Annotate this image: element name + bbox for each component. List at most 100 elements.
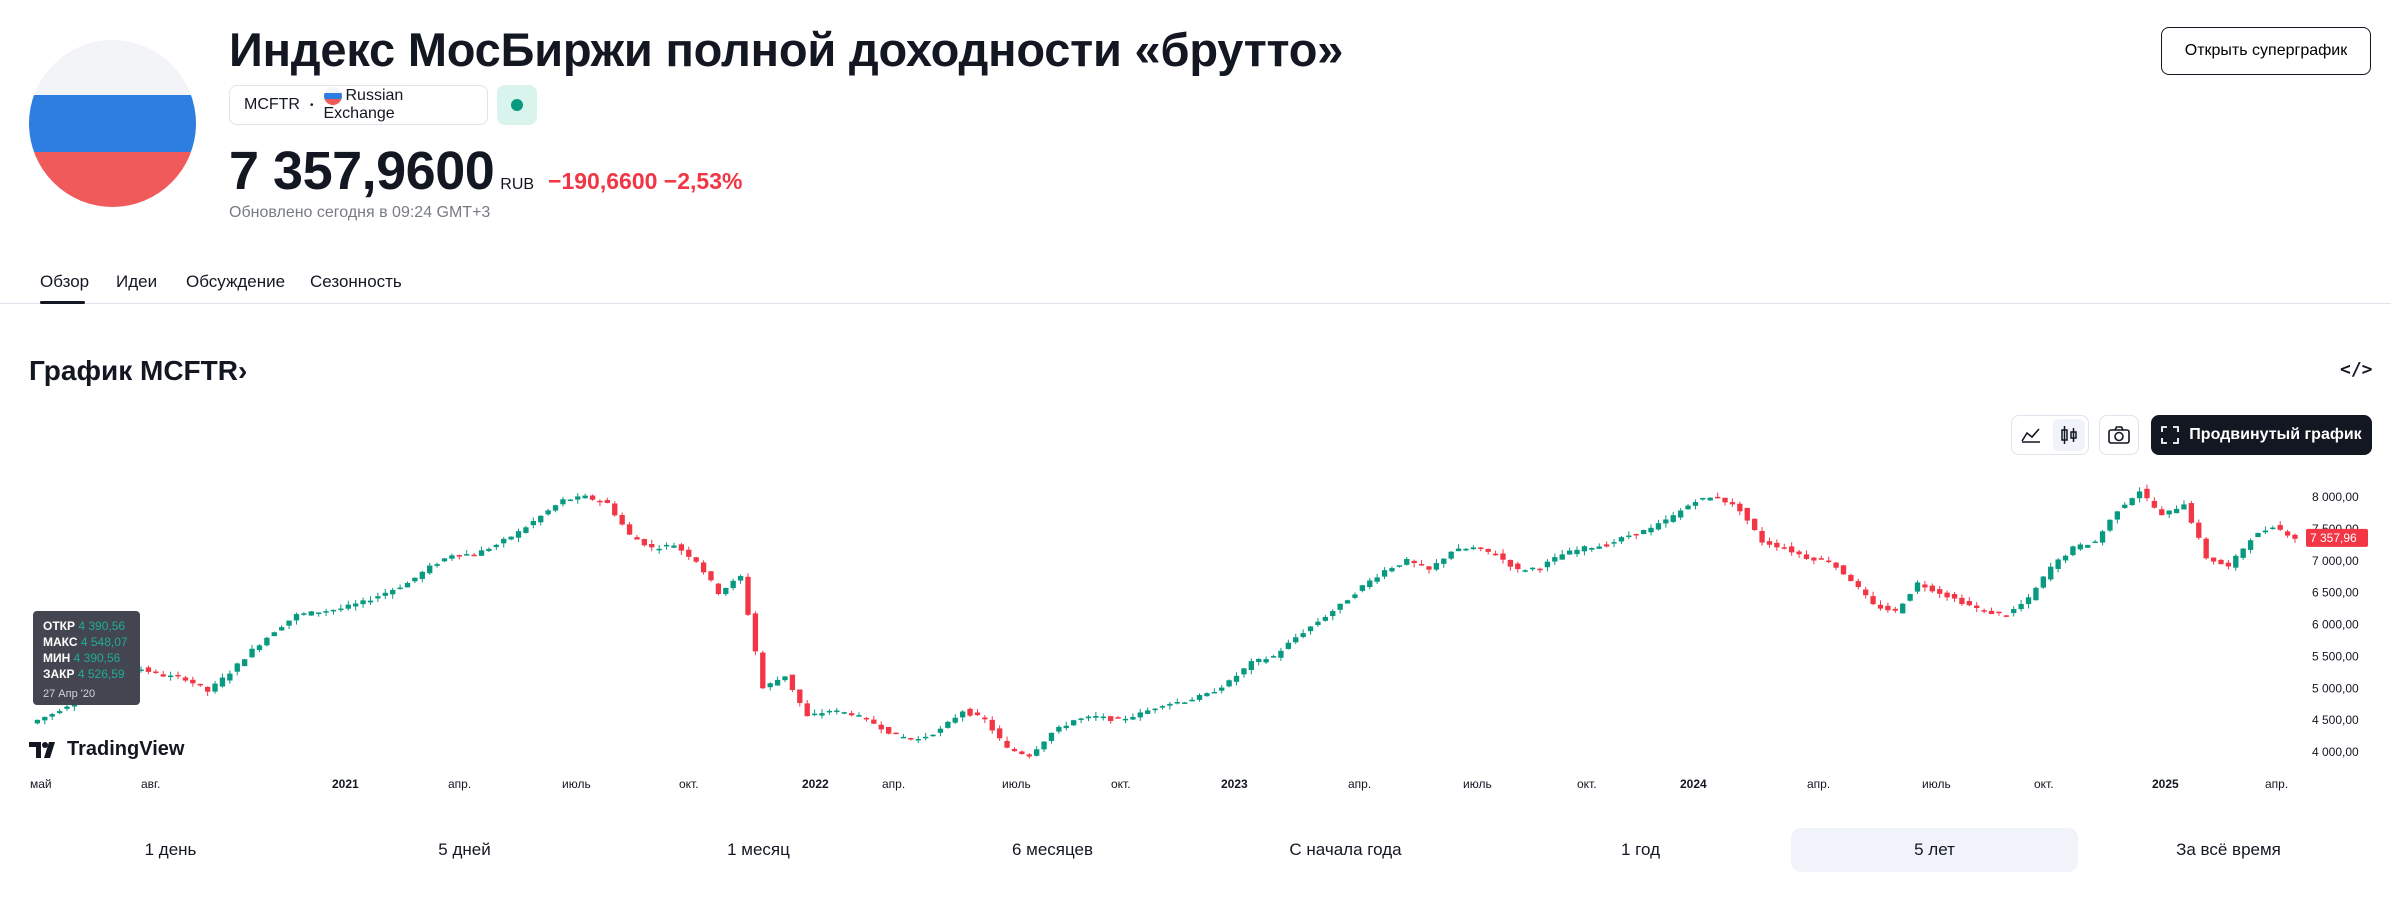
candle-body: [330, 609, 337, 612]
candle-body: [1670, 515, 1676, 522]
candle-body: [1367, 580, 1373, 588]
candle-body: [1863, 589, 1869, 596]
candle-body: [2003, 615, 2009, 617]
range-button[interactable]: 1 день: [144, 840, 197, 859]
candle-body: [197, 683, 203, 686]
candle-body: [256, 645, 263, 651]
range-button[interactable]: 5 лет: [1791, 828, 2078, 872]
tooltip-open: 4 390,56: [78, 619, 126, 633]
candle-body: [937, 728, 944, 733]
area-chart-icon[interactable]: [2015, 419, 2047, 451]
candle-body: [1655, 523, 1662, 530]
candle-body: [2025, 597, 2032, 605]
candle-body: [1996, 611, 2002, 614]
candle-body: [1026, 754, 1032, 757]
candle-body: [1270, 656, 1277, 658]
candle-body: [1344, 600, 1351, 604]
candle-body: [1152, 708, 1158, 711]
range-button[interactable]: 1 год: [1620, 840, 1660, 859]
range-button[interactable]: 5 дней: [438, 840, 491, 859]
candle-body: [1137, 712, 1143, 718]
tab-ideas[interactable]: Идеи: [116, 272, 158, 291]
ticker-badge[interactable]: MCFTR • Russian Exchange: [229, 85, 488, 125]
range-button[interactable]: С начала года: [1289, 840, 1402, 859]
candle-body: [774, 679, 781, 686]
candle-body: [293, 614, 300, 621]
x-tick-label: апр.: [1348, 777, 1371, 791]
candle-body: [1663, 519, 1669, 524]
chart-title-text: График MCFTR: [29, 355, 238, 386]
candle-body: [2270, 527, 2276, 530]
candle-body: [826, 710, 833, 713]
candle-body: [922, 736, 929, 739]
candle-body: [530, 520, 536, 526]
candle-body: [412, 577, 418, 582]
candle-body: [723, 587, 729, 595]
x-tick-label: май: [30, 777, 52, 791]
open-supergraph-button[interactable]: Открыть суперграфик: [2161, 27, 2371, 75]
tab-overview[interactable]: Обзор: [40, 272, 90, 291]
advanced-chart-button[interactable]: Продвинутый график: [2151, 415, 2372, 455]
currency-label: RUB: [500, 176, 535, 193]
candle-body: [2122, 504, 2128, 508]
range-button[interactable]: 6 месяцев: [1011, 840, 1094, 859]
candle-body: [441, 558, 448, 562]
candle-body: [612, 503, 618, 516]
x-tick-label: июль: [1463, 777, 1492, 791]
range-button[interactable]: За всё время: [2176, 840, 2281, 859]
candle-body: [1552, 557, 1558, 562]
candle-body: [1455, 548, 1462, 552]
candle-body: [1418, 564, 1425, 566]
candle-body: [1056, 726, 1062, 732]
candle-body: [641, 539, 648, 546]
candle-body: [1848, 574, 1854, 582]
candle-body: [974, 712, 981, 716]
candle-body: [493, 544, 499, 548]
candle-body: [1885, 605, 1891, 611]
embed-code-icon[interactable]: </>: [2340, 359, 2373, 380]
candlestick-chart[interactable]: 8 000,007 500,007 000,006 500,006 000,00…: [0, 470, 2391, 800]
candle-body: [841, 712, 847, 714]
candle-body: [145, 667, 152, 672]
candle-body: [1574, 549, 1580, 555]
candle-body: [1974, 605, 1980, 609]
updated-time: Обновлено сегодня в 09:24 GMT+3: [229, 204, 491, 221]
candlestick-chart-icon[interactable]: [2053, 419, 2085, 451]
candle-body: [1182, 702, 1188, 704]
market-status-badge[interactable]: [497, 85, 537, 125]
y-tick-label: 4 000,00: [2312, 745, 2359, 759]
candle-body: [1374, 577, 1380, 582]
y-tick-label: 7 000,00: [2312, 554, 2359, 568]
candle-body: [982, 717, 988, 720]
candle-body: [996, 728, 1003, 739]
candle-body: [434, 564, 440, 566]
candle-body: [2255, 533, 2261, 538]
candle-body: [1404, 558, 1410, 565]
candle-body: [737, 576, 744, 581]
separator-dot: •: [309, 99, 314, 111]
candle-body: [649, 544, 655, 548]
candle-body: [2070, 546, 2076, 556]
chart-title-link[interactable]: График MCFTR›: [29, 355, 247, 387]
candle-body: [360, 600, 366, 605]
candle-body: [1677, 510, 1684, 518]
candle-body: [1833, 562, 1839, 568]
range-button[interactable]: 1 месяц: [727, 840, 790, 859]
tradingview-logo[interactable]: TradingView: [29, 738, 184, 761]
tab-seasonality[interactable]: Сезонность: [310, 272, 402, 291]
candle-body: [1959, 597, 1965, 605]
candle-body: [1744, 507, 1750, 521]
candle-body: [760, 652, 766, 689]
candle-body: [1219, 687, 1225, 691]
candle-body: [1929, 585, 1935, 592]
tab-discussion[interactable]: Обсуждение: [186, 272, 286, 291]
candle-body: [1685, 505, 1691, 510]
exchange-label: Russian Exchange: [323, 87, 404, 123]
candle-body: [1085, 716, 1092, 719]
candle-body: [1515, 563, 1521, 570]
camera-snapshot-icon[interactable]: [2099, 415, 2139, 455]
candle-body: [1204, 693, 1210, 697]
candle-body: [767, 683, 773, 688]
candle-body: [2196, 522, 2202, 538]
candle-body: [686, 549, 692, 557]
